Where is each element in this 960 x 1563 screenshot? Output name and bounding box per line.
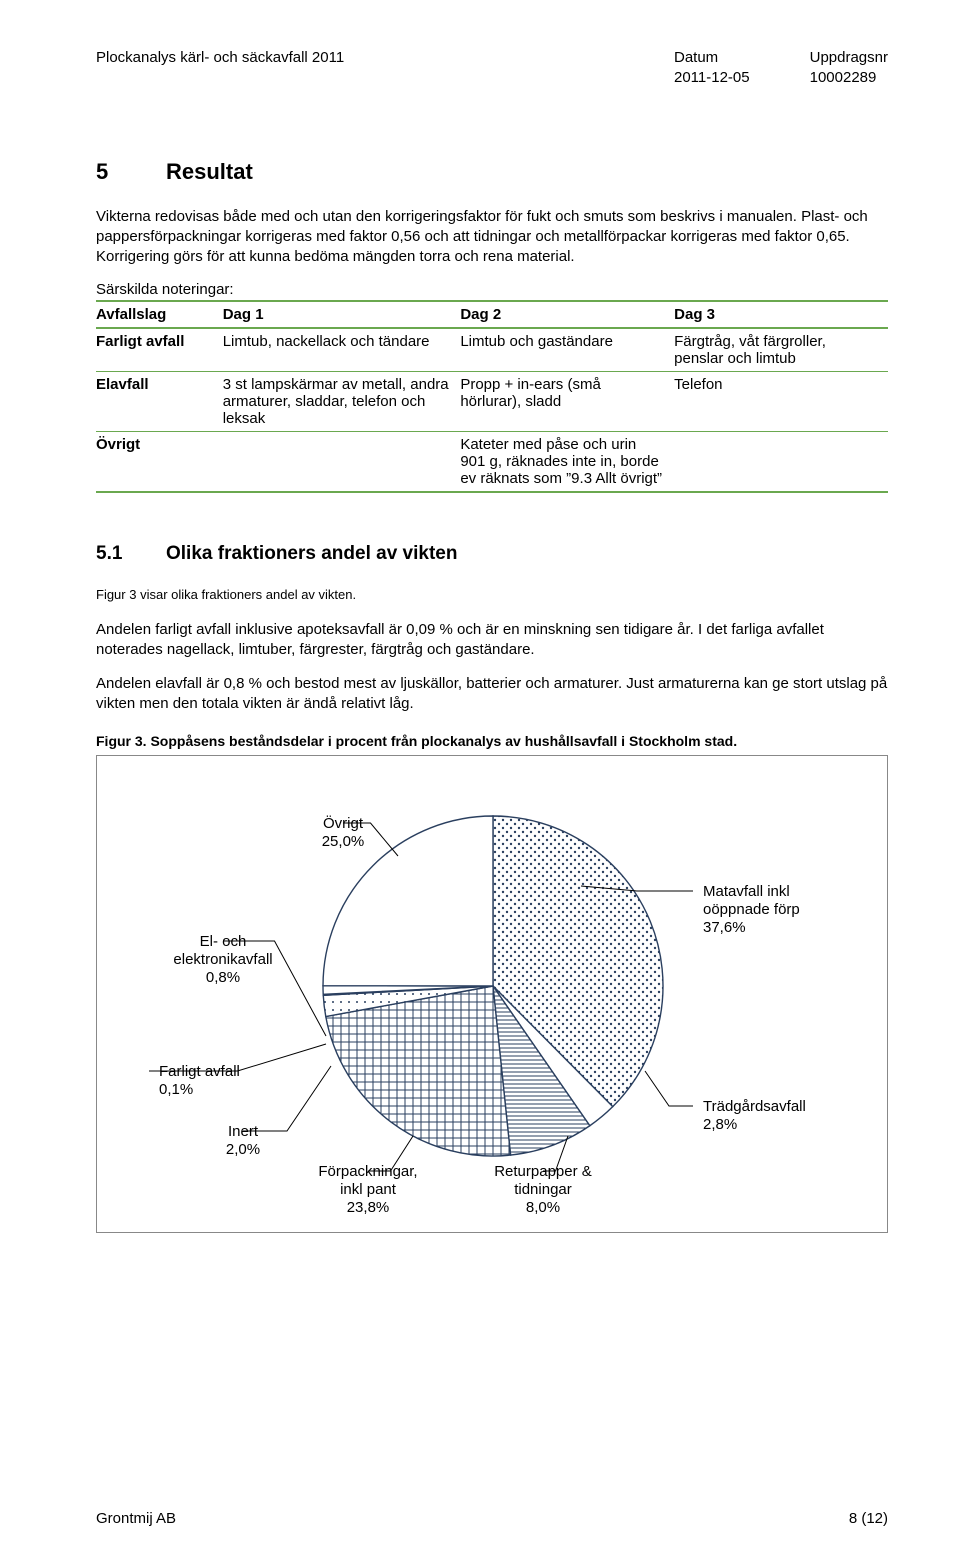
svg-text:Övrigt: Övrigt [323,814,364,832]
pie-chart-container: Matavfall inkloöppnade förp37,6% Trädgård… [96,755,888,1233]
svg-text:Matavfall inkl: Matavfall inkl [703,883,790,900]
section-5-1-num: 5.1 [96,543,166,565]
svg-text:37,6%: 37,6% [703,919,746,936]
doc-title: Plockanalys kärl- och säckavfall 2011 [96,48,344,89]
cell: Kateter med påse och urin 901 g, räknade… [460,432,674,493]
section-5-1-para1: Figur 3 visar olika fraktioners andel av… [96,585,888,605]
section-5-para1: Vikterna redovisas både med och utan den… [96,207,888,268]
footer-right: 8 (12) [849,1510,888,1527]
svg-text:8,0%: 8,0% [526,1199,560,1216]
svg-text:oöppnade förp: oöppnade förp [703,901,800,918]
cell: Övrigt [96,432,223,493]
svg-text:Returpapper &: Returpapper & [494,1163,592,1180]
figure-3-caption: Figur 3. Soppåsens beståndsdelar i proce… [96,733,888,749]
section-5-num: 5 [96,159,166,185]
svg-text:25,0%: 25,0% [322,833,365,850]
table-row: Övrigt Kateter med påse och urin 901 g, … [96,432,888,493]
section-5-1-para3: Andelen elavfall är 0,8 % och bestod mes… [96,674,888,715]
page-header: Plockanalys kärl- och säckavfall 2011 Da… [96,48,888,89]
datum-label: Datum [674,48,750,68]
svg-text:2,0%: 2,0% [226,1141,260,1158]
table-row: Elavfall 3 st lampskärmar av metall, and… [96,372,888,432]
cell: Limtub och gaständare [460,328,674,372]
svg-text:0,1%: 0,1% [159,1081,193,1098]
svg-text:Förpackningar,: Förpackningar, [318,1163,417,1180]
note-label: Särskilda noteringar: [96,281,888,298]
th-dag1: Dag 1 [223,301,461,328]
svg-text:El- och: El- och [200,933,247,950]
svg-text:2,8%: 2,8% [703,1116,737,1133]
cell [674,432,888,493]
svg-text:23,8%: 23,8% [347,1199,390,1216]
cell: 3 st lampskärmar av metall, andra armatu… [223,372,461,432]
section-5-1-para2: Andelen farligt avfall inklusive apoteks… [96,620,888,661]
svg-text:Trädgårdsavfall: Trädgårdsavfall [703,1098,806,1115]
cell: Limtub, nackellack och tändare [223,328,461,372]
uppdrag-value: 10002289 [810,68,888,88]
th-dag2: Dag 2 [460,301,674,328]
section-5-1-heading: 5.1Olika fraktioners andel av vikten [96,543,888,565]
svg-text:tidningar: tidningar [514,1181,572,1198]
cell: Elavfall [96,372,223,432]
svg-text:0,8%: 0,8% [206,969,240,986]
svg-text:elektronikavfall: elektronikavfall [173,951,272,968]
page-footer: Grontmij AB 8 (12) [96,1510,888,1527]
cell: Telefon [674,372,888,432]
svg-text:Farligt avfall: Farligt avfall [159,1063,240,1080]
pie-chart: Matavfall inkloöppnade förp37,6% Trädgård… [113,766,873,1216]
notes-table: Avfallslag Dag 1 Dag 2 Dag 3 Farligt avf… [96,300,888,493]
section-5-title: Resultat [166,159,253,184]
svg-text:Inert: Inert [228,1123,259,1140]
svg-text:inkl pant: inkl pant [340,1181,397,1198]
table-row: Farligt avfall Limtub, nackellack och tä… [96,328,888,372]
cell: Farligt avfall [96,328,223,372]
th-avfallslag: Avfallslag [96,301,223,328]
cell [223,432,461,493]
th-dag3: Dag 3 [674,301,888,328]
footer-left: Grontmij AB [96,1510,176,1527]
cell: Propp + in-ears (små hörlurar), sladd [460,372,674,432]
datum-value: 2011-12-05 [674,68,750,88]
uppdrag-label: Uppdragsnr [810,48,888,68]
section-5-1-title: Olika fraktioners andel av vikten [166,543,457,564]
cell: Färgtråg, våt färgroller, penslar och li… [674,328,888,372]
section-5-heading: 5Resultat [96,159,888,185]
